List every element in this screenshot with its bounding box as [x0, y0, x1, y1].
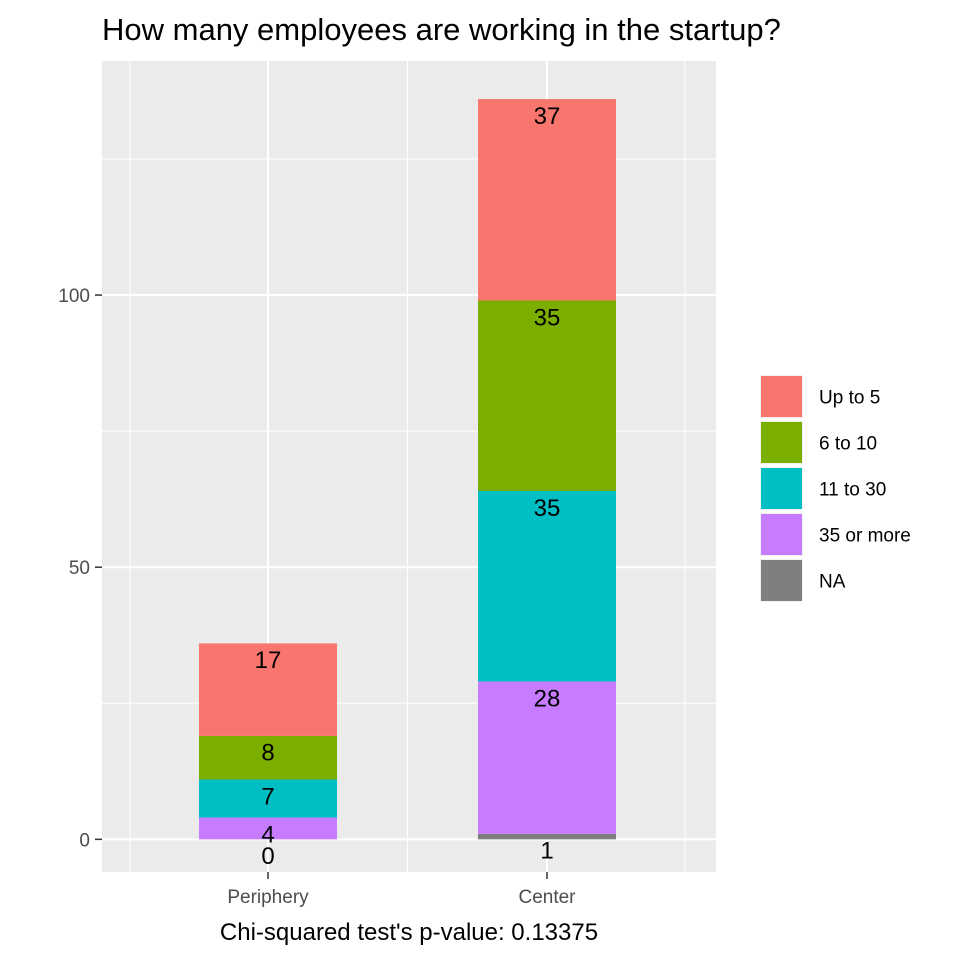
- x-tick-label: Periphery: [227, 887, 309, 908]
- data-label: 8: [261, 740, 274, 767]
- plot-panel: [102, 61, 716, 872]
- data-label: 4: [261, 821, 274, 848]
- bar-segment: [478, 681, 616, 834]
- bar-segment: [199, 735, 337, 780]
- x-tick-label: Center: [518, 887, 576, 908]
- bar-segment: [199, 643, 337, 736]
- legend-label: 6 to 10: [819, 434, 877, 455]
- data-label: 37: [534, 103, 561, 130]
- legend-label: 11 to 30: [819, 480, 886, 501]
- legend-key-swatch: [761, 514, 802, 555]
- bar-segment: [199, 779, 337, 818]
- legend-key-swatch: [761, 560, 802, 601]
- bar-segment: [478, 490, 616, 682]
- y-tick-label: 50: [69, 558, 90, 579]
- bar-segment: [199, 817, 337, 840]
- legend-label: Up to 5: [819, 388, 880, 409]
- bars: [199, 99, 616, 840]
- data-label: 1: [540, 838, 553, 865]
- chart-title: How many employees are working in the st…: [102, 12, 781, 47]
- data-labels: 04 7 8 17 1 28 35 35 37: [255, 103, 561, 870]
- x-axis: Periphery Center: [227, 872, 576, 908]
- y-tick-label: 100: [58, 286, 90, 307]
- y-axis: 0 50 100: [58, 286, 102, 851]
- data-label: 35: [534, 495, 561, 522]
- data-label: 7: [261, 783, 274, 810]
- data-label: 17: [255, 647, 282, 674]
- minor-grid: [102, 61, 716, 872]
- bar-segment: [478, 833, 616, 840]
- legend-key-swatch: [761, 422, 802, 463]
- legend-key-swatch: [761, 376, 802, 417]
- y-tick-label: 0: [79, 830, 90, 851]
- legend-label: NA: [819, 572, 846, 593]
- bar-segment: [478, 300, 616, 491]
- x-axis-label: Chi-squared test's p-value: 0.13375: [220, 919, 598, 946]
- bar-segment: [478, 99, 616, 301]
- data-label: 0: [261, 843, 274, 870]
- legend-key-swatch: [761, 468, 802, 509]
- data-label: 35: [534, 304, 561, 331]
- legend: Up to 5 6 to 10 11 to 30 35 or more NA: [760, 375, 911, 602]
- legend-label: 35 or more: [819, 526, 911, 547]
- data-label: 28: [534, 685, 561, 712]
